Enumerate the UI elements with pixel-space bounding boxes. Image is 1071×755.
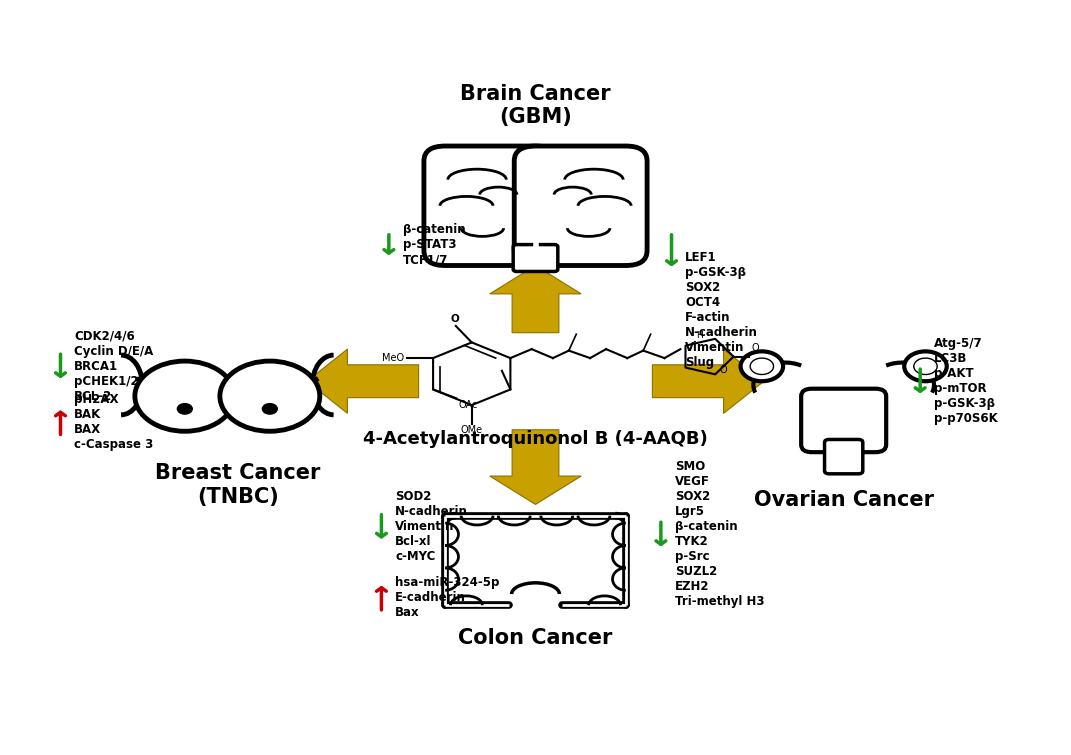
Text: MeO: MeO — [382, 353, 405, 363]
Text: Breast Cancer
(TNBC): Breast Cancer (TNBC) — [155, 464, 320, 507]
Text: H: H — [696, 331, 703, 340]
Text: O: O — [451, 315, 459, 325]
FancyBboxPatch shape — [801, 389, 886, 452]
Circle shape — [904, 351, 947, 381]
Polygon shape — [652, 349, 764, 413]
FancyBboxPatch shape — [514, 146, 647, 266]
Polygon shape — [307, 349, 419, 413]
Text: OAc: OAc — [458, 400, 478, 410]
Circle shape — [178, 404, 193, 414]
FancyBboxPatch shape — [513, 245, 558, 272]
FancyBboxPatch shape — [424, 146, 557, 266]
Polygon shape — [489, 266, 582, 333]
Text: Colon Cancer: Colon Cancer — [458, 627, 613, 648]
Text: pH2AX
BAK
BAX
c-Caspase 3: pH2AX BAK BAX c-Caspase 3 — [74, 393, 153, 451]
Text: O: O — [719, 365, 727, 374]
Text: OMe: OMe — [461, 425, 483, 436]
Circle shape — [740, 351, 783, 381]
Circle shape — [262, 404, 277, 414]
Text: SMO
VEGF
SOX2
Lgr5
β-catenin
TYK2
p-Src
SUZL2
EZH2
Tri-methyl H3: SMO VEGF SOX2 Lgr5 β-catenin TYK2 p-Src … — [675, 461, 765, 609]
Text: CDK2/4/6
Cyclin D/E/A
BRCA1
pCHEK1/2
BCL-2: CDK2/4/6 Cyclin D/E/A BRCA1 pCHEK1/2 BCL… — [74, 330, 153, 403]
Text: Atg-5/7
LC3B
p-AKT
p-mTOR
p-GSK-3β
p-p70S6K: Atg-5/7 LC3B p-AKT p-mTOR p-GSK-3β p-p70… — [934, 337, 998, 425]
Circle shape — [135, 361, 235, 431]
Circle shape — [220, 361, 320, 431]
Text: Brain Cancer
(GBM): Brain Cancer (GBM) — [461, 84, 610, 128]
Text: β-catenin
p-STAT3
TCF1/7: β-catenin p-STAT3 TCF1/7 — [403, 223, 465, 266]
Text: LEF1
p-GSK-3β
SOX2
OCT4
F-actin
N-cadherin
Vimentin
Slug: LEF1 p-GSK-3β SOX2 OCT4 F-actin N-cadher… — [685, 251, 758, 368]
Text: 4-Acetylantroquinonol B (4-AAQB): 4-Acetylantroquinonol B (4-AAQB) — [363, 430, 708, 448]
FancyBboxPatch shape — [825, 439, 863, 474]
Text: O: O — [752, 343, 759, 353]
Text: Ovarian Cancer: Ovarian Cancer — [754, 489, 934, 510]
Text: hsa-miR-324-5p
E-cadherin
Bax: hsa-miR-324-5p E-cadherin Bax — [395, 576, 499, 619]
Polygon shape — [489, 430, 582, 504]
Text: SOD2
N-cadherin
Vimentin
Bcl-xl
c-MYC: SOD2 N-cadherin Vimentin Bcl-xl c-MYC — [395, 490, 468, 563]
